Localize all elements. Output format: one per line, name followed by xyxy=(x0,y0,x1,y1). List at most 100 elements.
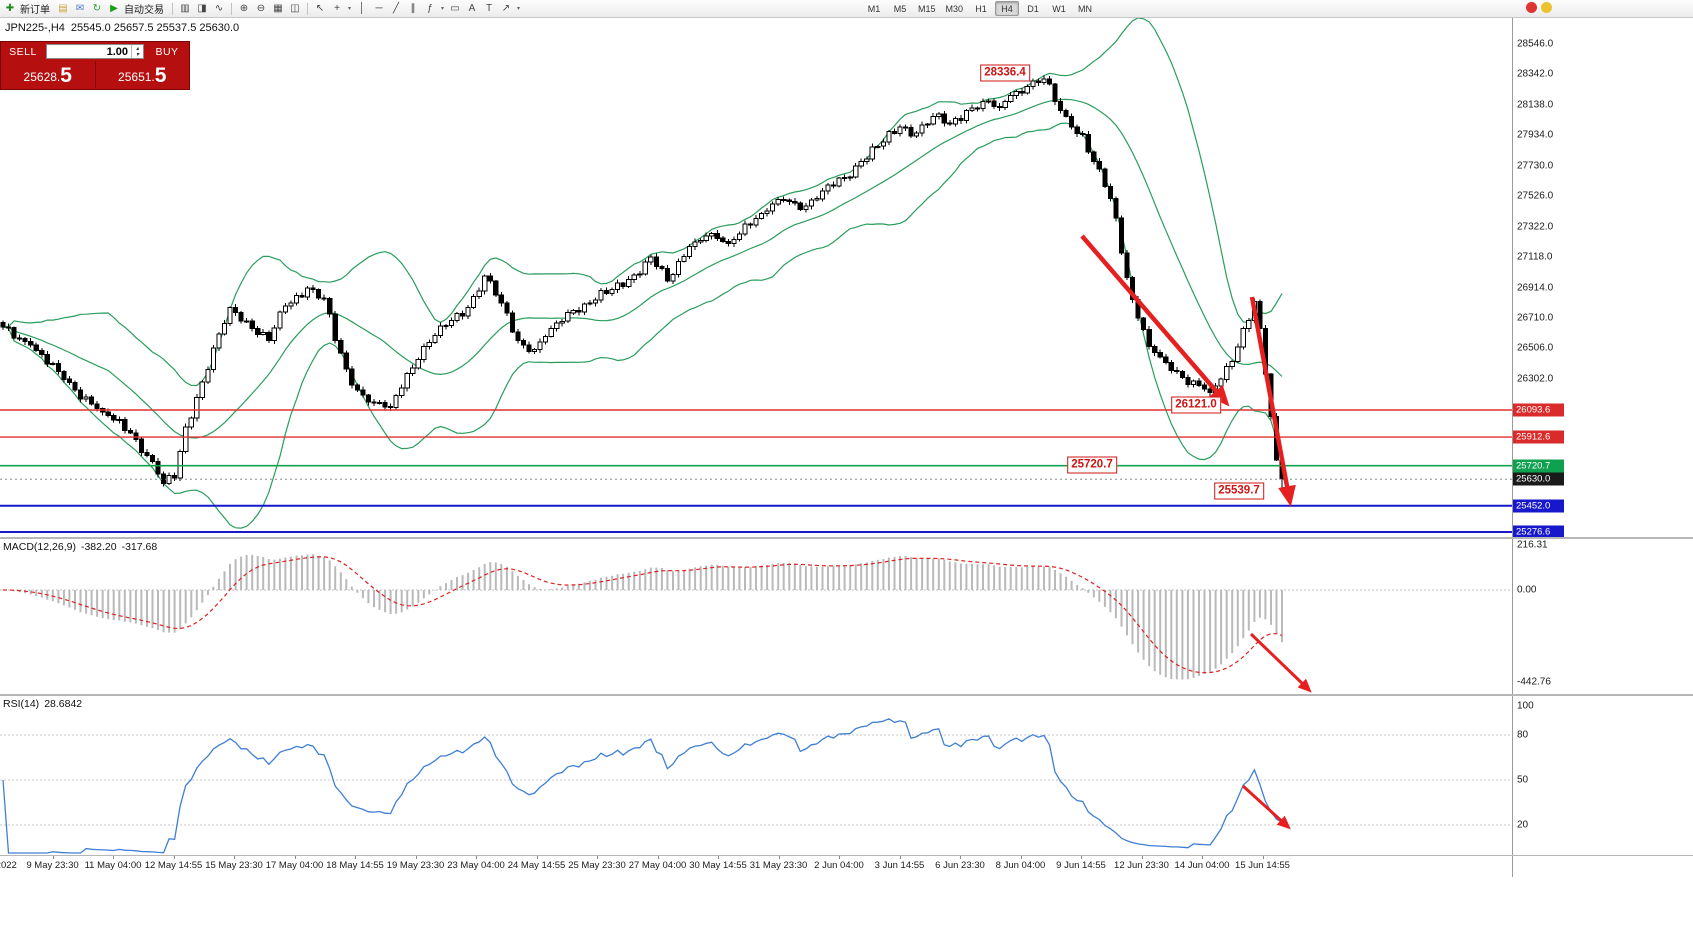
time-axis-tick xyxy=(960,855,961,859)
status-yellow-icon[interactable] xyxy=(1541,2,1552,13)
time-axis-label: 12 Jun 23:30 xyxy=(1114,860,1169,871)
horizontal-line-icon[interactable]: ─ xyxy=(375,2,383,14)
toolbar-separator xyxy=(231,2,232,15)
tile-windows-icon[interactable]: ◫ xyxy=(290,2,300,14)
autotrade-play-icon[interactable]: ▶ xyxy=(110,2,118,14)
macd-axis-label: 216.31 xyxy=(1517,539,1548,551)
sell-price-button[interactable]: 25628. 5 xyxy=(1,61,95,88)
price-axis-label: 27934.0 xyxy=(1517,129,1554,141)
text-icon[interactable]: A xyxy=(468,2,476,14)
cursor-icon[interactable]: ↖ xyxy=(315,2,325,14)
price-annotation[interactable]: 25720.7 xyxy=(1067,456,1117,474)
time-axis-tick xyxy=(1141,855,1143,859)
timeframe-button-d1[interactable]: D1 xyxy=(1027,3,1039,14)
time-axis-label: 30 May 14:55 xyxy=(689,860,747,871)
price-annotation[interactable]: 28336.4 xyxy=(980,64,1030,82)
chart-bars-icon[interactable]: ▥ xyxy=(180,2,190,14)
chart-candles-icon[interactable]: ◨ xyxy=(197,2,207,14)
macd-main-value: -382.20 xyxy=(80,541,117,553)
rsi-panel-splitter[interactable] xyxy=(0,694,1693,696)
status-red-icon[interactable] xyxy=(1526,2,1537,13)
bid-price: 25628. xyxy=(23,70,61,84)
grid-icon[interactable]: ▦ xyxy=(273,2,283,14)
mail-icon[interactable]: ✉ xyxy=(75,2,85,14)
time-axis-tick xyxy=(1081,855,1082,859)
price-tag: 25912.6 xyxy=(1513,430,1564,444)
channel-icon[interactable]: ∥ xyxy=(410,2,416,14)
time-axis-tick xyxy=(657,855,659,859)
refresh-icon[interactable]: ↻ xyxy=(92,2,102,14)
dropdown-caret-icon[interactable]: ▾ xyxy=(440,6,444,12)
ask-price: 25651. xyxy=(118,70,155,84)
time-axis-tick xyxy=(234,855,235,859)
crosshair-icon[interactable]: + xyxy=(334,2,340,14)
analysis-arrows[interactable] xyxy=(1080,234,1312,830)
timeframe-button-m30[interactable]: M30 xyxy=(945,3,964,14)
timeframe-button-mn[interactable]: MN xyxy=(1078,3,1093,14)
buy-price-button[interactable]: 25651. 5 xyxy=(96,61,190,88)
rsi-axis-label: 20 xyxy=(1517,819,1529,831)
horizontal-level-lines[interactable] xyxy=(0,409,1512,533)
rsi-name: RSI(14) xyxy=(3,698,40,710)
timeframe-button-m1[interactable]: M1 xyxy=(867,3,881,14)
volume-value[interactable]: 1.00 xyxy=(106,45,128,58)
timeframe-button-h1[interactable]: H1 xyxy=(975,3,987,14)
timeframe-button-m5[interactable]: M5 xyxy=(893,3,907,14)
autotrade-label[interactable]: 自动交易 xyxy=(124,5,164,16)
new-order-icon[interactable]: ✚ xyxy=(5,2,15,14)
price-axis-label: 28138.0 xyxy=(1517,99,1554,111)
bollinger-lower-band xyxy=(2,122,1283,529)
price-axis-label: 27730.0 xyxy=(1517,160,1554,172)
vertical-line-icon[interactable]: │ xyxy=(358,2,366,14)
rsi-plot xyxy=(0,718,1512,854)
dropdown-caret-icon[interactable]: ▾ xyxy=(347,6,351,12)
volume-field[interactable]: 1.00 ▴ ▾ xyxy=(46,44,144,59)
rsi-value: 28.6842 xyxy=(44,698,83,710)
dropdown-caret-icon[interactable]: ▾ xyxy=(516,6,520,12)
one-click-trading-panel: SELL 1.00 ▴ ▾ BUY 25628. 5 25651. 5 xyxy=(0,41,190,90)
time-axis-label: 9 Jun 14:55 xyxy=(1056,860,1106,871)
chart-ohlc-header: JPN225-,H4 25545.0 25657.5 25537.5 25630.… xyxy=(5,22,239,34)
zoom-out-icon[interactable]: ⊖ xyxy=(256,2,266,14)
time-axis-label: 2 Jun 04:00 xyxy=(814,860,864,871)
buy-button[interactable]: BUY xyxy=(155,45,179,58)
timeframe-button-w1[interactable]: W1 xyxy=(1052,3,1066,14)
price-annotation[interactable]: 26121.0 xyxy=(1171,396,1221,414)
price-tag: 25720.7 xyxy=(1513,459,1564,473)
trendline-icon[interactable]: ╱ xyxy=(392,2,400,14)
toolbar-tools: ✚ 新订单 ▤ ✉ ↻ ▶ 自动交易 ▥ ◨ ∿ ⊕ ⊖ ▦ ◫ ↖ + ▾ │ ─ ╱ ∥ ƒ ▾ ▭ A T ↗ ▾ xyxy=(2,0,522,17)
chart-line-icon[interactable]: ∿ xyxy=(214,2,224,14)
time-axis-tick xyxy=(536,855,538,859)
time-axis-tick xyxy=(839,855,840,859)
time-axis-tick xyxy=(778,855,780,859)
fibonacci-icon[interactable]: ƒ xyxy=(427,2,433,14)
bid-price-big-digit: 5 xyxy=(60,64,72,87)
zoom-in-icon[interactable]: ⊕ xyxy=(239,2,249,14)
timeframe-button-m15[interactable]: M15 xyxy=(918,3,936,14)
toolbar-separator xyxy=(307,2,308,15)
time-axis-tick xyxy=(113,855,114,859)
macd-panel-splitter[interactable] xyxy=(0,537,1693,539)
label-icon[interactable]: T xyxy=(485,2,493,14)
stepper-down-icon[interactable]: ▾ xyxy=(135,51,139,58)
volume-stepper[interactable]: ▴ ▾ xyxy=(131,45,143,58)
stepper-up-icon[interactable]: ▴ xyxy=(135,45,139,52)
time-axis-label: 18 May 14:55 xyxy=(326,860,384,871)
price-axis-label: 28342.0 xyxy=(1517,68,1554,80)
toolbar: ✚ 新订单 ▤ ✉ ↻ ▶ 自动交易 ▥ ◨ ∿ ⊕ ⊖ ▦ ◫ ↖ + ▾ │ ─ ╱ ∥ ƒ ▾ ▭ A T ↗ ▾ M1 M5 M1… xyxy=(0,0,1693,18)
price-tag: 25452.0 xyxy=(1513,499,1564,513)
time-axis-label: 17 May 04:00 xyxy=(265,860,324,871)
time-axis-tick xyxy=(52,855,54,859)
timeframe-button-h4[interactable]: H4 xyxy=(995,1,1020,16)
shapes-icon[interactable]: ▭ xyxy=(450,2,460,14)
charts-icon[interactable]: ▤ xyxy=(58,2,68,14)
sell-button[interactable]: SELL xyxy=(9,45,37,58)
rsi-axis-label: 100 xyxy=(1517,700,1534,712)
macd-indicator-label: MACD(12,26,9) -382.20 -317.68 xyxy=(3,541,162,553)
price-tag: 25630.0 xyxy=(1513,472,1564,486)
arrow-tool-icon[interactable]: ↗ xyxy=(501,2,511,14)
new-order-label[interactable]: 新订单 xyxy=(20,5,50,16)
price-annotation[interactable]: 25539.7 xyxy=(1214,482,1264,500)
time-axis-label: 9 May 23:30 xyxy=(26,860,79,871)
